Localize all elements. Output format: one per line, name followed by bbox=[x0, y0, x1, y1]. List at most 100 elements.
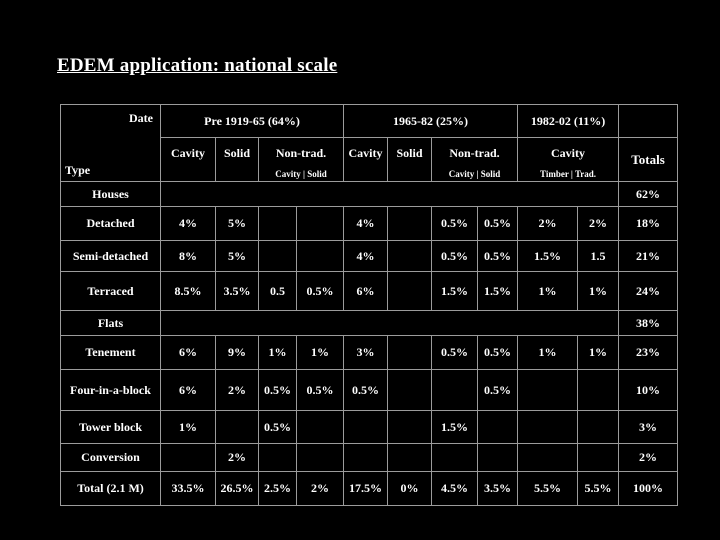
value-cell: 1% bbox=[517, 335, 579, 370]
value-cell bbox=[387, 369, 433, 411]
value-cell bbox=[343, 443, 389, 472]
table-row-tower-block: Tower block 1% 0.5% 1.5% 3% bbox=[60, 410, 679, 444]
value-cell bbox=[295, 240, 345, 272]
table-row-detached: Detached 4% 5% 4% 0.5% 0.5% 2% 2% 18% bbox=[60, 206, 679, 241]
value-cell bbox=[258, 206, 297, 241]
row-label: Flats bbox=[60, 310, 161, 336]
value-cell: 4% bbox=[343, 240, 389, 272]
total-cell: 21% bbox=[618, 240, 679, 272]
value-cell bbox=[577, 410, 620, 444]
value-cell: 4.5% bbox=[431, 471, 479, 506]
value-cell bbox=[387, 240, 433, 272]
value-cell bbox=[477, 410, 519, 444]
value-cell: 33.5% bbox=[160, 471, 216, 506]
value-cell: 4% bbox=[343, 206, 389, 241]
value-cell: 1.5% bbox=[431, 410, 479, 444]
row-label: Tenement bbox=[60, 335, 161, 370]
value-cell bbox=[295, 443, 345, 472]
col-header-label: Non-trad. bbox=[449, 146, 500, 160]
value-cell: 1% bbox=[517, 271, 579, 311]
value-cell: 6% bbox=[160, 369, 216, 411]
value-cell bbox=[258, 240, 297, 272]
total-cell: 24% bbox=[618, 271, 679, 311]
row-label: Total (2.1 M) bbox=[60, 471, 161, 506]
value-cell: 2.5% bbox=[258, 471, 297, 506]
col-header-cavity-1965: Cavity bbox=[343, 137, 389, 182]
value-cell bbox=[387, 206, 433, 241]
value-cell bbox=[477, 443, 519, 472]
corner-header-cell: Date Type bbox=[60, 104, 161, 182]
value-cell bbox=[295, 410, 345, 444]
col-header-nontrad-pre1919: Non-trad. Cavity | Solid bbox=[257, 137, 345, 182]
col-header-sublabel: Cavity | Solid bbox=[275, 169, 327, 179]
value-cell: 0.5% bbox=[477, 206, 519, 241]
construction-header-row: Cavity Solid Non-trad. Cavity | Solid Ca… bbox=[61, 137, 679, 182]
value-cell bbox=[517, 443, 579, 472]
total-cell: 2% bbox=[618, 443, 679, 472]
row-label: Tower block bbox=[60, 410, 161, 444]
col-header-cavity-1982: Cavity Timber | Trad. bbox=[517, 137, 620, 182]
value-cell: 3% bbox=[343, 335, 389, 370]
col-header-cavity-pre1919: Cavity bbox=[160, 137, 216, 182]
value-cell: 5.5% bbox=[577, 471, 620, 506]
table-row-four-in-a-block: Four-in-a-block 6% 2% 0.5% 0.5% 0.5% 0.5% 10% bbox=[60, 369, 679, 411]
table-row-houses: Houses 62% bbox=[60, 181, 679, 207]
value-cell: 17.5% bbox=[343, 471, 389, 506]
col-header-solid-pre1919: Solid bbox=[215, 137, 259, 182]
col-header-label: Non-trad. bbox=[275, 146, 327, 160]
col-header-solid-1965: Solid bbox=[387, 137, 433, 182]
total-cell: 10% bbox=[618, 369, 679, 411]
value-cell: 0.5% bbox=[258, 369, 297, 411]
value-cell: 1% bbox=[258, 335, 297, 370]
era-header-pre-1919-65: Pre 1919-65 (64%) bbox=[159, 104, 345, 138]
value-cell: 2% bbox=[577, 206, 620, 241]
value-cell: 5.5% bbox=[517, 471, 579, 506]
row-label: Semi-detached bbox=[60, 240, 161, 272]
row-label: Conversion bbox=[60, 443, 161, 472]
value-cell: 0.5% bbox=[477, 240, 519, 272]
value-cell: 0.5% bbox=[295, 271, 345, 311]
value-cell: 26.5% bbox=[215, 471, 259, 506]
value-cell: 1% bbox=[577, 335, 620, 370]
value-cell: 0.5% bbox=[431, 335, 479, 370]
col-header-label: Cavity bbox=[551, 146, 586, 160]
value-cell: 2% bbox=[215, 443, 259, 472]
table-row-total-2-1-m-: Total (2.1 M) 33.5% 26.5% 2.5% 2% 17.5% 0% 4.5%… bbox=[60, 471, 679, 506]
total-cell: 3% bbox=[618, 410, 679, 444]
value-cell: 1.5 bbox=[577, 240, 620, 272]
value-cell: 3.5% bbox=[215, 271, 259, 311]
value-cell bbox=[160, 443, 216, 472]
value-cell: 8.5% bbox=[160, 271, 216, 311]
value-cell bbox=[387, 271, 433, 311]
col-header-totals: Totals bbox=[618, 137, 679, 182]
empty-corner-cell bbox=[618, 104, 679, 138]
value-cell: 1.5% bbox=[431, 271, 479, 311]
era-header-1965-82: 1965-82 (25%) bbox=[343, 104, 519, 138]
value-cell: 1% bbox=[160, 410, 216, 444]
table-row-conversion: Conversion 2% 2% bbox=[60, 443, 679, 472]
date-label: Date bbox=[129, 111, 153, 125]
value-cell: 0.5% bbox=[343, 369, 389, 411]
value-cell: 1% bbox=[577, 271, 620, 311]
value-cell: 0.5% bbox=[431, 206, 479, 241]
value-cell bbox=[258, 443, 297, 472]
era-header-row: Date Type Pre 1919-65 (64%) 1965-82 (25%… bbox=[60, 104, 679, 182]
value-cell: 0.5% bbox=[258, 410, 297, 444]
value-cell: 4% bbox=[160, 206, 216, 241]
value-cell bbox=[431, 443, 479, 472]
value-cell: 8% bbox=[160, 240, 216, 272]
value-cell: 0.5 bbox=[258, 271, 297, 311]
value-cell bbox=[577, 369, 620, 411]
table-row-semi-detached: Semi-detached 8% 5% 4% 0.5% 0.5% 1.5% 1.5 21% bbox=[60, 240, 679, 272]
value-cell bbox=[517, 369, 579, 411]
value-cell bbox=[517, 410, 579, 444]
table-row-tenement: Tenement 6% 9% 1% 1% 3% 0.5% 0.5% 1% 1% 23% bbox=[60, 335, 679, 370]
value-cell: 0% bbox=[387, 471, 433, 506]
value-cell bbox=[387, 410, 433, 444]
table-row-flats: Flats 38% bbox=[60, 310, 679, 336]
value-cell: 2% bbox=[517, 206, 579, 241]
value-cell bbox=[295, 206, 345, 241]
value-cell: 2% bbox=[295, 471, 345, 506]
col-header-nontrad-1965: Non-trad. Cavity | Solid bbox=[431, 137, 519, 182]
